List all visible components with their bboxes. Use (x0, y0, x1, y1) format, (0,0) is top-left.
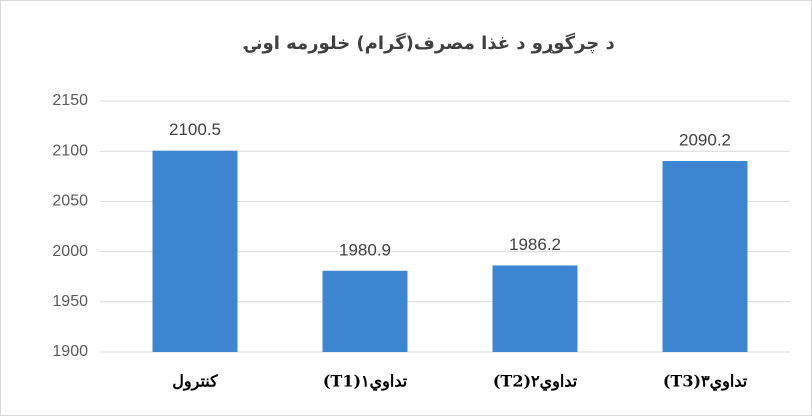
y-tick-label: 2050 (52, 193, 88, 210)
x-tick-label: تداوي۳(T3) (663, 372, 748, 392)
data-label: 1980.9 (339, 240, 391, 259)
bar (152, 150, 238, 352)
y-tick-label: 2000 (52, 243, 88, 260)
data-label: 2100.5 (169, 120, 221, 139)
x-tick-label: تداوي۱(T1) (323, 372, 408, 392)
x-tick-label: کنترول (172, 372, 218, 392)
bar (662, 161, 748, 352)
data-label: 2090.2 (679, 131, 731, 150)
y-tick-label: 2100 (52, 142, 88, 159)
y-tick-label: 1900 (52, 343, 88, 360)
x-tick-label: تداوي۲(T2) (493, 372, 578, 392)
bar (322, 270, 408, 352)
y-tick-label: 2150 (52, 92, 88, 109)
data-label: 1986.2 (509, 235, 561, 254)
bar (492, 265, 578, 352)
chart-title: د چرگوړو د غذا مصرف(گرام) خلورمه اونۍ (243, 32, 615, 54)
y-tick-label: 1950 (52, 293, 88, 310)
